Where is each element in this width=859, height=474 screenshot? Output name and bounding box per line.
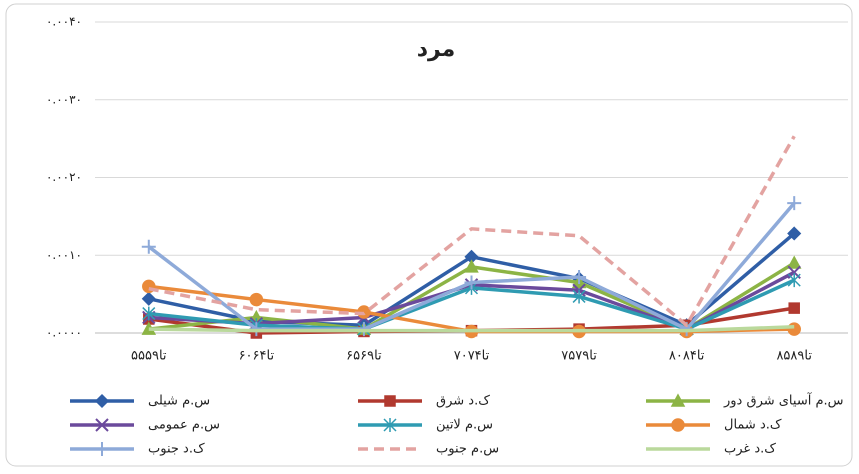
chart-title: مرد <box>417 37 456 62</box>
marker <box>671 418 685 432</box>
x-tick-label: ۵۵تا۵۹ <box>131 349 167 364</box>
x-tick-label: ۶۵تا۶۹ <box>346 349 382 364</box>
x-tick-label: ۸۰تا۸۴ <box>669 349 705 364</box>
marker <box>787 322 801 336</box>
marker <box>786 255 802 269</box>
legend-label: ک.د شرق <box>436 394 490 409</box>
legend-label: ک.د جنوب <box>148 442 205 457</box>
legend-label: س.م عمومی <box>148 418 220 433</box>
legend-label: س.م آسیای شرق دور <box>723 392 844 409</box>
legend-label: ک.د غرب <box>724 442 776 457</box>
marker <box>384 395 396 407</box>
marker <box>787 226 802 241</box>
marker <box>249 292 264 307</box>
y-tick-label: ۰.۰۰۰۰ <box>46 326 82 340</box>
legend-label: ک.د شمال <box>724 418 782 433</box>
y-tick-label: ۰.۰۰۴۰ <box>46 15 82 29</box>
marker <box>95 442 109 456</box>
marker <box>572 289 586 304</box>
x-tick-label: ۶۰تا۶۴ <box>239 349 275 364</box>
series-line <box>148 135 796 327</box>
marker <box>464 275 479 290</box>
legend-label: س.م جنوب <box>436 442 499 457</box>
marker <box>572 270 587 285</box>
y-tick-label: ۰.۰۰۳۰ <box>46 92 82 106</box>
marker <box>788 302 800 314</box>
chart-frame <box>5 3 853 467</box>
x-tick-label: ۸۵تا۸۹ <box>776 349 812 364</box>
legend-label: س.م شیلی <box>148 394 210 409</box>
marker <box>95 418 109 432</box>
y-tick-label: ۰.۰۰۲۰ <box>46 170 82 184</box>
x-tick-label: ۷۰تا۷۴ <box>454 349 490 364</box>
marker <box>94 393 110 409</box>
x-tick-label: ۷۵تا۷۹ <box>561 349 597 364</box>
y-tick-label: ۰.۰۰۱۰ <box>46 248 82 262</box>
marker <box>670 393 686 407</box>
legend-label: س.م لاتین <box>436 418 493 433</box>
marker <box>787 273 801 288</box>
marker <box>142 306 156 321</box>
marker <box>464 259 479 273</box>
marker <box>383 418 397 432</box>
marker <box>141 291 156 306</box>
marker <box>141 239 156 254</box>
series-line <box>148 325 795 333</box>
marker <box>787 196 802 211</box>
